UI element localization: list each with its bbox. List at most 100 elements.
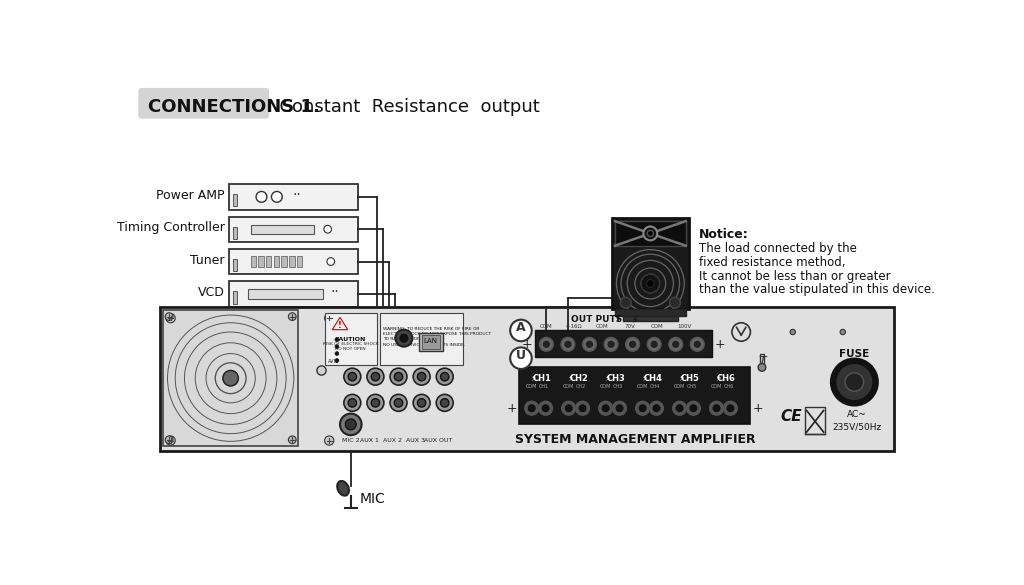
Bar [251, 225, 313, 234]
Circle shape [166, 436, 175, 445]
Circle shape [165, 436, 173, 443]
Circle shape [223, 370, 239, 386]
Circle shape [418, 398, 426, 407]
Circle shape [324, 225, 332, 233]
Text: U: U [516, 349, 526, 362]
Text: +: + [715, 338, 725, 351]
Circle shape [670, 297, 680, 308]
Circle shape [440, 398, 449, 407]
Text: CH2: CH2 [569, 374, 588, 383]
Bar [160, 307, 894, 452]
Bar [163, 311, 298, 446]
Circle shape [335, 338, 339, 342]
Circle shape [436, 368, 454, 385]
Circle shape [316, 366, 326, 375]
Text: COM: COM [674, 384, 685, 388]
Text: MIC 2: MIC 2 [342, 438, 359, 443]
Ellipse shape [337, 481, 349, 495]
Circle shape [621, 297, 631, 308]
Circle shape [587, 341, 593, 347]
Bar [614, 309, 686, 316]
Bar [325, 313, 377, 365]
Circle shape [340, 414, 361, 435]
Circle shape [626, 338, 640, 351]
Text: 100V: 100V [678, 324, 692, 329]
Text: +: + [753, 402, 764, 415]
Circle shape [390, 394, 407, 411]
Text: AUX OUT: AUX OUT [424, 438, 453, 443]
Circle shape [641, 274, 659, 292]
Text: CH6: CH6 [717, 374, 736, 383]
Circle shape [612, 401, 627, 415]
Text: CH5: CH5 [687, 384, 697, 388]
Circle shape [583, 338, 596, 351]
Circle shape [418, 373, 426, 381]
Text: ⚡: ⚡ [641, 374, 647, 383]
Text: COM: COM [526, 384, 538, 388]
Circle shape [345, 419, 356, 430]
Circle shape [580, 405, 586, 412]
Text: NO USER SERVICEABLE PARTS INSIDE.: NO USER SERVICEABLE PARTS INSIDE. [383, 343, 466, 347]
Circle shape [371, 373, 380, 381]
Text: Tuner: Tuner [190, 253, 224, 267]
Bar [289, 256, 295, 267]
Circle shape [510, 319, 531, 341]
Circle shape [394, 398, 402, 407]
Circle shape [256, 191, 267, 202]
Circle shape [845, 373, 863, 391]
Text: FUSE: FUSE [840, 349, 869, 359]
Text: CH3: CH3 [612, 384, 623, 388]
Circle shape [710, 401, 724, 415]
Bar [535, 331, 712, 357]
Text: AUX 3: AUX 3 [406, 438, 425, 443]
Circle shape [525, 401, 539, 415]
Circle shape [344, 394, 360, 411]
Text: than the value stipulated in this device.: than the value stipulated in this device… [698, 284, 935, 297]
Bar [519, 367, 751, 424]
Circle shape [647, 338, 662, 351]
Circle shape [395, 330, 413, 347]
Circle shape [840, 329, 846, 335]
Text: CH3: CH3 [606, 374, 625, 383]
Polygon shape [333, 318, 348, 330]
Text: COM: COM [651, 324, 664, 329]
Circle shape [673, 401, 686, 415]
Circle shape [724, 401, 737, 415]
Bar [611, 218, 689, 309]
Bar [229, 216, 358, 242]
Text: CONNECTIONS 1.: CONNECTIONS 1. [147, 98, 319, 116]
Text: CH1: CH1 [539, 384, 549, 388]
Circle shape [413, 368, 430, 385]
Circle shape [673, 341, 679, 347]
Bar [623, 316, 678, 321]
Bar [805, 408, 825, 435]
Text: T: T [758, 355, 766, 368]
Bar [229, 281, 358, 307]
Circle shape [440, 373, 449, 381]
Text: MIC: MIC [360, 492, 386, 506]
Text: SYSTEM MANAGEMENT AMPLIFIER: SYSTEM MANAGEMENT AMPLIFIER [515, 433, 756, 446]
Circle shape [639, 405, 646, 412]
Text: AVIS: AVIS [329, 359, 340, 364]
Text: DO NOT OPEN: DO NOT OPEN [336, 347, 367, 350]
Circle shape [649, 401, 664, 415]
Circle shape [643, 226, 657, 240]
Bar [248, 289, 323, 298]
Text: CH2: CH2 [575, 384, 586, 388]
Text: ⚡: ⚡ [567, 374, 573, 383]
Text: Power AMP: Power AMP [156, 189, 224, 202]
Circle shape [732, 323, 751, 341]
Circle shape [676, 405, 683, 412]
Circle shape [758, 363, 766, 371]
Circle shape [544, 341, 550, 347]
Text: 4-16Ω: 4-16Ω [566, 324, 583, 329]
Text: CH1: CH1 [532, 374, 551, 383]
Circle shape [539, 401, 553, 415]
Circle shape [690, 338, 705, 351]
Circle shape [289, 313, 296, 321]
Bar [614, 221, 686, 246]
Circle shape [669, 338, 683, 351]
Text: COM: COM [596, 324, 608, 329]
Circle shape [400, 334, 408, 342]
Circle shape [604, 338, 617, 351]
